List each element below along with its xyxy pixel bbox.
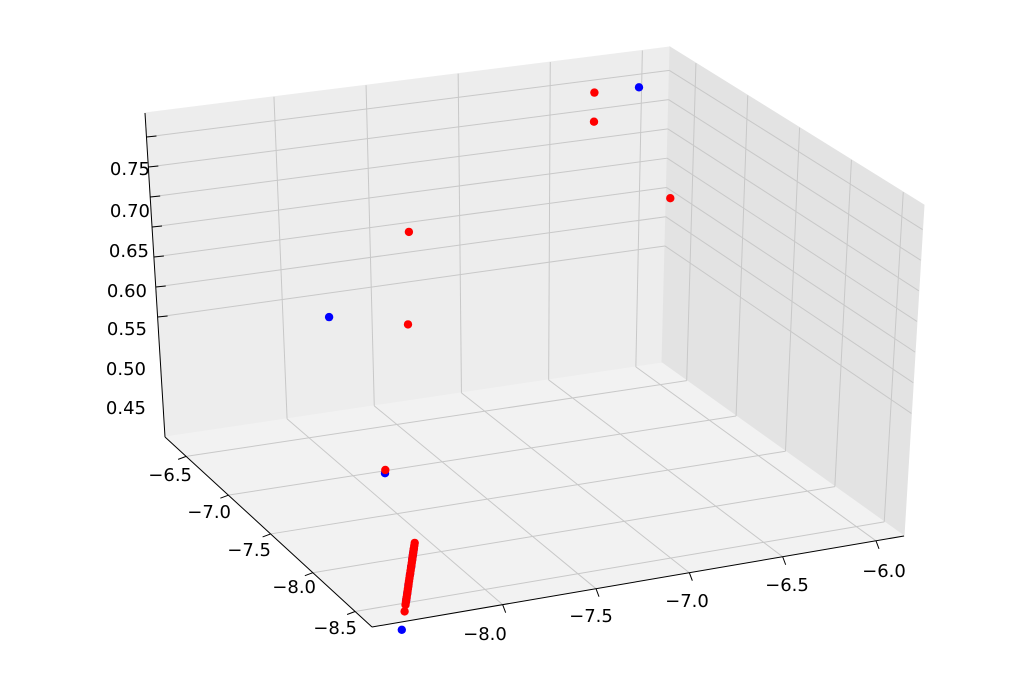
z-tick-labels: 0.45 0.50 0.55 0.60 0.65 0.70 0.75 — [106, 159, 150, 419]
x-gridline — [461, 392, 690, 574]
x-gridline — [548, 379, 783, 558]
y-tick-mark — [220, 494, 229, 499]
x-tick-label: −8.0 — [463, 624, 507, 645]
z-gridline — [668, 99, 921, 261]
data-point — [401, 600, 410, 609]
y-tick-mark — [262, 533, 271, 538]
x-tick-label: −7.0 — [665, 591, 709, 612]
x-gridline — [635, 366, 877, 542]
z-gridline — [664, 245, 912, 414]
data-point — [404, 227, 414, 237]
y-tick-label: −7.5 — [227, 540, 271, 561]
y-tick-label: −8.5 — [313, 618, 357, 639]
z-tick-label: 0.65 — [109, 241, 149, 262]
y-tick-label: −6.5 — [148, 465, 192, 486]
data-point — [324, 312, 334, 322]
y-tick-mark — [177, 455, 187, 460]
z-tick-mark — [157, 315, 168, 318]
x-axis-line — [371, 535, 905, 628]
y-gridline — [312, 486, 835, 574]
data-point — [400, 607, 409, 616]
x-tick-mark — [875, 540, 880, 549]
z-gridline — [667, 128, 920, 292]
x-gridline — [286, 418, 503, 606]
z-tick-mark — [151, 225, 163, 228]
data-point — [381, 465, 390, 475]
y-gridline — [355, 521, 885, 612]
x-tick-labels: −8.0 −7.5 −7.0 −6.5 −6.0 — [463, 561, 906, 645]
data-point — [590, 88, 599, 97]
data-point — [634, 83, 644, 92]
x-tick-mark — [502, 604, 507, 613]
x-gridline — [373, 405, 597, 590]
x-tick-label: −7.5 — [569, 606, 613, 627]
z-gridline — [157, 245, 666, 318]
y-axis-line — [164, 436, 373, 628]
z-tick-label: 0.55 — [107, 319, 147, 340]
z-gridline — [669, 69, 923, 230]
z-tick-label: 0.75 — [110, 159, 150, 180]
z-gridline — [146, 69, 670, 138]
x-tick-mark — [688, 572, 693, 581]
z-tick-label: 0.70 — [110, 201, 150, 222]
y-tick-labels: −6.5 −7.0 −7.5 −8.0 −8.5 — [148, 465, 357, 639]
data-point — [397, 625, 406, 634]
z-tick-mark — [148, 165, 159, 168]
z-tick-mark — [150, 195, 161, 198]
x-tick-label: −6.0 — [862, 561, 906, 582]
grid-lines — [146, 50, 923, 612]
x-tick-mark — [782, 556, 787, 565]
z-gridline — [151, 157, 668, 228]
y-gridline — [186, 380, 687, 457]
data-point — [403, 320, 413, 329]
z-tick-mark — [153, 255, 164, 258]
y-tick-mark — [304, 572, 314, 577]
z-gridline — [666, 187, 916, 353]
z-tick-label: 0.45 — [106, 398, 146, 419]
z-tick-mark — [146, 135, 157, 138]
data-point — [666, 194, 675, 203]
y-gridline — [270, 450, 786, 535]
data-points — [324, 83, 675, 634]
z-gridline — [666, 157, 918, 322]
data-point — [589, 117, 599, 126]
z-gridline — [153, 186, 667, 258]
z-tick-label: 0.50 — [106, 359, 146, 380]
z-gridline — [150, 128, 668, 198]
x-tick-mark — [595, 588, 600, 597]
z-gridline — [155, 216, 666, 288]
z-gridline — [148, 99, 669, 168]
y-tick-label: −7.0 — [187, 502, 231, 523]
y-gridline — [228, 415, 737, 496]
y-tick-label: −8.0 — [272, 577, 316, 598]
x-tick-label: −6.5 — [765, 575, 809, 596]
z-tick-mark — [155, 285, 166, 288]
z-tick-label: 0.60 — [107, 281, 147, 302]
z-gridline — [665, 216, 914, 384]
tick-marks — [146, 135, 880, 615]
y-tick-mark — [346, 611, 356, 615]
